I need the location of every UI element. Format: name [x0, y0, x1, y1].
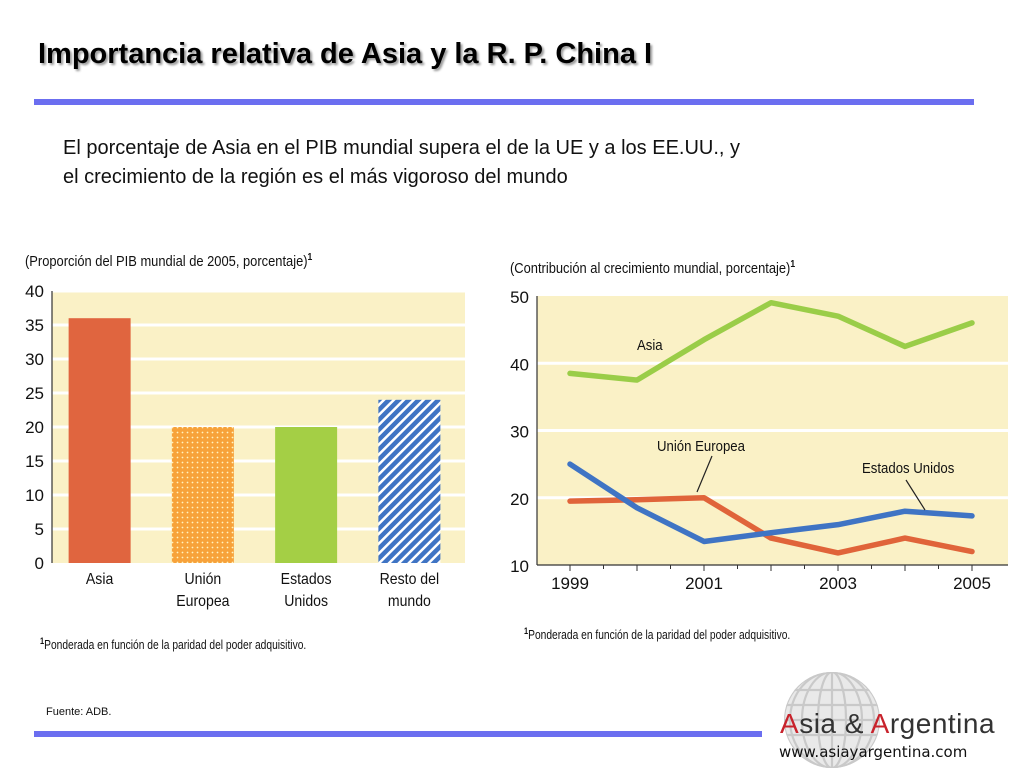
- intro-line-2: el crecimiento de la región es el más vi…: [63, 166, 568, 188]
- bar-category-label: Unión: [184, 570, 221, 588]
- bar: [378, 399, 441, 563]
- bar-y-tick-label: 5: [35, 520, 44, 539]
- bar-chart-caption-sup: 1: [307, 252, 313, 263]
- bar-y-tick-label: 40: [25, 282, 44, 301]
- intro-text: El porcentaje de Asia en el PIB mundial …: [63, 134, 963, 192]
- globe-logo-icon: [784, 672, 880, 768]
- line-footnote-sup: 1: [524, 626, 529, 636]
- logo-part-2: rgentina: [889, 708, 996, 739]
- bar-category-label: Estados: [281, 570, 332, 588]
- bar-y-tick-label: 25: [25, 384, 44, 403]
- line-footnote-text: Ponderada en función de la paridad del p…: [528, 628, 791, 643]
- title-divider: [34, 99, 974, 105]
- bar-y-tick-label: 35: [25, 316, 44, 335]
- footer-divider: [34, 731, 762, 737]
- bar-chart-caption: (Proporción del PIB mundial de 2005, por…: [25, 252, 312, 270]
- bar-category-label: mundo: [388, 592, 431, 610]
- bar-chart-caption-text: (Proporción del PIB mundial de 2005, por…: [25, 253, 308, 270]
- bar-y-tick-label: 20: [25, 418, 44, 437]
- intro-line-1: El porcentaje de Asia en el PIB mundial …: [63, 137, 741, 159]
- bar-y-tick-label: 30: [25, 350, 44, 369]
- logo-letter-a1: A: [780, 708, 800, 739]
- bar-footnote-text: Ponderada en función de la paridad del p…: [44, 638, 307, 653]
- line-chart-caption-sup: 1: [790, 259, 796, 270]
- bar: [275, 427, 338, 563]
- bar: [68, 318, 131, 563]
- logo-part-1: sia &: [799, 708, 871, 739]
- line-chart-footnote: 1Ponderada en función de la paridad del …: [524, 626, 790, 642]
- bar-y-tick-label: 10: [25, 486, 44, 505]
- bar: [171, 427, 234, 563]
- bar-category-label: Unidos: [284, 592, 328, 610]
- bar-footnote-sup: 1: [40, 636, 45, 646]
- bar-category-label: Resto del: [380, 570, 439, 588]
- website-link[interactable]: www.asiayargentina.com: [779, 743, 968, 761]
- bar-y-tick-label: 15: [25, 452, 44, 471]
- bar-category-label: Asia: [86, 570, 114, 588]
- page-title: Importancia relativa de Asia y la R. P. …: [38, 38, 653, 70]
- source-note: Fuente: ADB.: [46, 706, 112, 718]
- logo-wordmark: Asia & Argentina: [780, 708, 995, 740]
- logo-letter-a2: A: [870, 708, 890, 739]
- line-chart-caption: (Contribución al crecimiento mundial, po…: [510, 259, 795, 277]
- bar-chart-footnote: 1Ponderada en función de la paridad del …: [40, 636, 306, 652]
- bar-category-label: Europea: [176, 592, 230, 610]
- bar-y-tick-label: 0: [35, 554, 44, 573]
- line-chart-caption-text: (Contribución al crecimiento mundial, po…: [510, 260, 791, 277]
